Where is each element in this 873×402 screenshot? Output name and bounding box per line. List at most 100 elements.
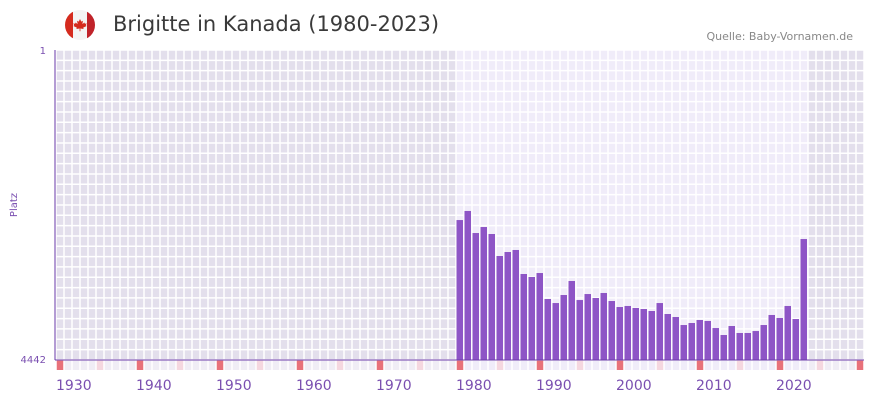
year-marker (424, 360, 432, 370)
year-marker (712, 360, 720, 370)
year-marker (752, 360, 760, 370)
x-tick-label-2020: 2020 (776, 378, 812, 394)
x-tick-label-1940: 1940 (136, 378, 172, 394)
year-marker (720, 360, 728, 370)
year-marker (240, 360, 248, 370)
year-marker (224, 360, 232, 370)
year-marker (320, 360, 328, 370)
year-marker (616, 360, 624, 370)
bar-1982 (472, 233, 479, 360)
year-marker (784, 360, 792, 370)
year-marker (528, 360, 536, 370)
year-marker (160, 360, 168, 370)
year-marker (208, 360, 216, 370)
year-marker (392, 360, 400, 370)
year-marker (336, 360, 344, 370)
year-marker (768, 360, 776, 370)
bar-2020 (776, 317, 783, 360)
year-marker (464, 360, 472, 370)
chart-title: Brigitte in Kanada (1980-2023) (113, 12, 440, 36)
year-marker (656, 360, 664, 370)
y-tick-label-top: 1 (40, 46, 46, 57)
bar-2006 (664, 313, 671, 360)
year-marker (152, 360, 160, 370)
bar-1996 (584, 294, 591, 360)
bar-2000 (616, 307, 623, 360)
year-marker (200, 360, 208, 370)
year-marker (824, 360, 832, 370)
year-marker (96, 360, 104, 370)
bar-1988 (520, 274, 527, 360)
bar-2014 (728, 326, 735, 360)
year-marker (520, 360, 528, 370)
year-marker (776, 360, 784, 370)
canada-flag-icon (65, 10, 95, 40)
year-marker (328, 360, 336, 370)
year-marker (88, 360, 96, 370)
year-marker (56, 360, 64, 370)
bar-2004 (648, 310, 655, 360)
bar-2010 (696, 320, 703, 360)
year-marker (760, 360, 768, 370)
year-marker (104, 360, 112, 370)
bar-2016 (744, 332, 751, 360)
x-tick-label-1950: 1950 (216, 378, 252, 394)
year-marker (416, 360, 424, 370)
year-marker (728, 360, 736, 370)
bar-2013 (720, 335, 727, 360)
year-marker (376, 360, 384, 370)
year-marker (192, 360, 200, 370)
year-marker (480, 360, 488, 370)
year-marker (488, 360, 496, 370)
x-tick-label-1980: 1980 (456, 378, 492, 394)
year-marker (584, 360, 592, 370)
source-link[interactable]: Quelle: Baby-Vornamen.de (706, 30, 853, 43)
x-tick-label-1990: 1990 (536, 378, 572, 394)
bar-2005 (656, 303, 663, 360)
year-marker (688, 360, 696, 370)
year-marker (360, 360, 368, 370)
bar-2015 (736, 332, 743, 360)
year-marker (112, 360, 120, 370)
year-marker (800, 360, 808, 370)
bar-2001 (624, 305, 631, 360)
year-marker (64, 360, 72, 370)
year-marker (672, 360, 680, 370)
year-marker (472, 360, 480, 370)
year-marker (352, 360, 360, 370)
year-marker (736, 360, 744, 370)
year-marker (552, 360, 560, 370)
year-marker (184, 360, 192, 370)
bar-2003 (640, 308, 647, 360)
year-marker (832, 360, 840, 370)
year-marker (600, 360, 608, 370)
year-marker (856, 360, 864, 370)
year-marker (312, 360, 320, 370)
year-marker (592, 360, 600, 370)
year-marker (640, 360, 648, 370)
bar-2009 (688, 323, 695, 360)
year-marker (120, 360, 128, 370)
year-marker (432, 360, 440, 370)
bar-1983 (480, 227, 487, 360)
bar-2002 (632, 307, 639, 360)
x-tick-label-1970: 1970 (376, 378, 412, 394)
year-marker (408, 360, 416, 370)
year-marker (400, 360, 408, 370)
year-marker (744, 360, 752, 370)
bar-2022 (792, 319, 799, 360)
year-marker (576, 360, 584, 370)
x-tick-label-2000: 2000 (616, 378, 652, 394)
year-marker (128, 360, 136, 370)
year-marker (264, 360, 272, 370)
year-marker (816, 360, 824, 370)
year-marker (344, 360, 352, 370)
year-marker (848, 360, 856, 370)
year-marker (280, 360, 288, 370)
bar-2007 (672, 317, 679, 360)
bar-1993 (560, 295, 567, 360)
year-marker (440, 360, 448, 370)
bar-1991 (544, 298, 551, 360)
year-marker (544, 360, 552, 370)
